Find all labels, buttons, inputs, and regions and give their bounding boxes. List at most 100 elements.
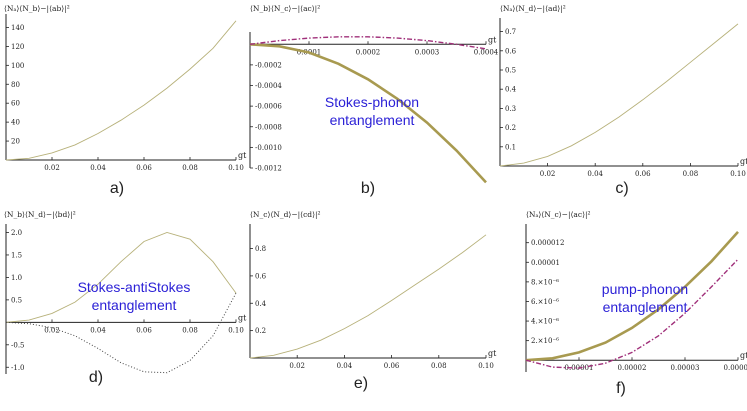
x-tick-label: 0.02 <box>289 362 305 370</box>
series-line-2 <box>249 36 487 50</box>
y-tick-label: -0.0004 <box>255 82 282 90</box>
x-tick-label: 0.00002 <box>618 364 647 372</box>
chart-panel-1: 0.02 0.04 0.06 0.08 0.10 20 40 60 80 100 120 140 ⟨Nₐ… <box>4 4 247 197</box>
y-axis-label: ⟨Nₐ⟩⟨N_d⟩−|⟨ad⟩|² <box>500 4 566 13</box>
y-tick-label: 120 <box>11 43 24 51</box>
annotation-text: Stokes-phonon <box>325 94 419 110</box>
chart-panel-4: 0.02 0.04 0.06 0.08 0.10 2.0 1.5 1.0 0.5 -0.5 -1.0… <box>4 210 247 386</box>
y-tick-label: -0.0008 <box>255 123 282 131</box>
x-tick-label: 0.10 <box>478 362 494 370</box>
x-axis-label: gt <box>238 151 247 160</box>
series-line-1 <box>499 23 739 167</box>
y-tick-label: 2.×10⁻⁶ <box>531 337 559 345</box>
y-tick-label: 0.2 <box>505 124 516 132</box>
annotation-text: entanglement <box>603 299 688 315</box>
x-axis-label: gt <box>740 157 747 166</box>
y-tick-label: -0.5 <box>11 341 25 349</box>
x-axis-label: gt <box>488 349 497 358</box>
x-tick-label: 0.08 <box>182 164 198 172</box>
annotation-text: Stokes-antiStokes <box>78 279 191 295</box>
panel-label: c) <box>615 180 628 197</box>
x-axis-label: gt <box>740 351 747 360</box>
x-tick-label: 0.10 <box>730 170 746 178</box>
x-tick-label: 0.06 <box>136 326 152 334</box>
y-tick-label: 60 <box>11 100 20 108</box>
y-tick-label: 0.6 <box>505 47 517 55</box>
x-tick-label: 0.08 <box>683 170 699 178</box>
y-tick-label: 0.000012 <box>531 239 564 247</box>
panel-label: e) <box>354 375 368 392</box>
x-tick-label: 0.0002 <box>356 48 381 56</box>
x-tick-label: 0.0003 <box>415 48 440 56</box>
y-tick-label: 0.5 <box>11 296 22 304</box>
y-tick-label: 8.×10⁻⁶ <box>531 278 559 286</box>
y-axis-label: ⟨Nₐ⟩⟨N_b⟩−|⟨ab⟩|² <box>4 4 70 13</box>
x-tick-label: 0.04 <box>90 326 106 334</box>
y-tick-label: 0.4 <box>505 86 517 94</box>
x-tick-label: 0.02 <box>44 326 60 334</box>
y-tick-label: -0.0002 <box>255 61 282 69</box>
panel-label: f) <box>616 380 626 397</box>
x-tick-label: 0.0004 <box>474 48 499 56</box>
annotation-text: entanglement <box>92 297 177 313</box>
y-axis-label: ⟨N_b⟩⟨N_d⟩−|⟨bd⟩|² <box>4 210 76 219</box>
chart-panel-5: 0.02 0.04 0.06 0.08 0.10 0.2 0.4 0.6 0.8 ⟨N_c⟩⟨N_… <box>249 210 497 392</box>
x-tick-label: 0.02 <box>540 170 556 178</box>
x-tick-label: 0.06 <box>635 170 651 178</box>
y-tick-label: -1.0 <box>11 364 25 372</box>
y-axis-label: ⟨N_b⟩⟨N_c⟩−|⟨ac⟩|² <box>250 4 320 13</box>
y-tick-label: 1.5 <box>11 251 22 259</box>
y-tick-label: 0.4 <box>255 300 267 308</box>
x-tick-label: 0.08 <box>182 326 198 334</box>
x-tick-label: 0.00003 <box>671 364 700 372</box>
panel-label: a) <box>110 180 124 197</box>
y-tick-label: 0.3 <box>505 105 516 113</box>
x-tick-label: 0.02 <box>44 164 60 172</box>
annotation-text: pump-phonon <box>602 281 688 297</box>
x-tick-label: 0.06 <box>384 362 400 370</box>
y-tick-label: 0.5 <box>505 67 516 75</box>
y-tick-label: 0.2 <box>255 327 266 335</box>
y-tick-label: 6.×10⁻⁶ <box>531 298 559 306</box>
y-tick-label: 20 <box>11 138 20 146</box>
chart-panel-3: 0.02 0.04 0.06 0.08 0.10 0.1 0.2 0.3 0.4 0.5 0.6 0.… <box>499 4 747 197</box>
x-tick-label: 0.06 <box>136 164 152 172</box>
x-axis-label: gt <box>238 313 247 322</box>
y-tick-label: -0.0012 <box>255 165 282 173</box>
y-tick-label: 1.0 <box>11 274 22 282</box>
y-tick-label: 100 <box>11 62 24 70</box>
series-line-1 <box>249 234 487 359</box>
chart-panel-2: 0.0001 0.0002 0.0003 0.0004-0.0002-0.0004-0… <box>249 4 499 197</box>
x-tick-label: 0.04 <box>337 362 353 370</box>
y-tick-label: -0.0010 <box>255 144 282 152</box>
x-tick-label: 0.10 <box>228 164 244 172</box>
x-tick-label: 0.00004 <box>724 364 747 372</box>
y-tick-label: 4.×10⁻⁶ <box>531 318 559 326</box>
y-tick-label: 0.6 <box>255 272 267 280</box>
panel-label: d) <box>89 369 103 386</box>
chart-panel-6: 0.000010.000020.000030.000040.0000120.00… <box>525 210 747 397</box>
series-line-1 <box>5 232 237 323</box>
y-tick-label: 140 <box>11 24 24 32</box>
y-tick-label: 0.7 <box>505 28 516 36</box>
x-tick-label: 0.10 <box>228 326 244 334</box>
y-tick-label: 0.00001 <box>531 259 560 267</box>
annotation-text: entanglement <box>330 112 415 128</box>
series-line-1 <box>525 231 739 362</box>
x-axis-label: gt <box>488 35 497 44</box>
y-tick-label: 80 <box>11 81 20 89</box>
y-axis-label: ⟨Nₐ⟩⟨N_c⟩−|⟨ac⟩|² <box>526 210 591 219</box>
series-line-1 <box>249 43 487 184</box>
y-tick-label: 40 <box>11 119 20 127</box>
series-line-1 <box>5 20 237 161</box>
y-axis-label: ⟨N_c⟩⟨N_d⟩−|⟨cd⟩|² <box>250 210 321 219</box>
y-tick-label: 0.8 <box>255 245 266 253</box>
y-tick-label: 0.1 <box>505 143 516 151</box>
y-tick-label: -0.0006 <box>255 103 282 111</box>
series-line-2 <box>525 258 739 369</box>
x-tick-label: 0.04 <box>587 170 603 178</box>
y-tick-label: 2.0 <box>11 229 22 237</box>
x-tick-label: 0.08 <box>431 362 447 370</box>
x-tick-label: 0.04 <box>90 164 106 172</box>
